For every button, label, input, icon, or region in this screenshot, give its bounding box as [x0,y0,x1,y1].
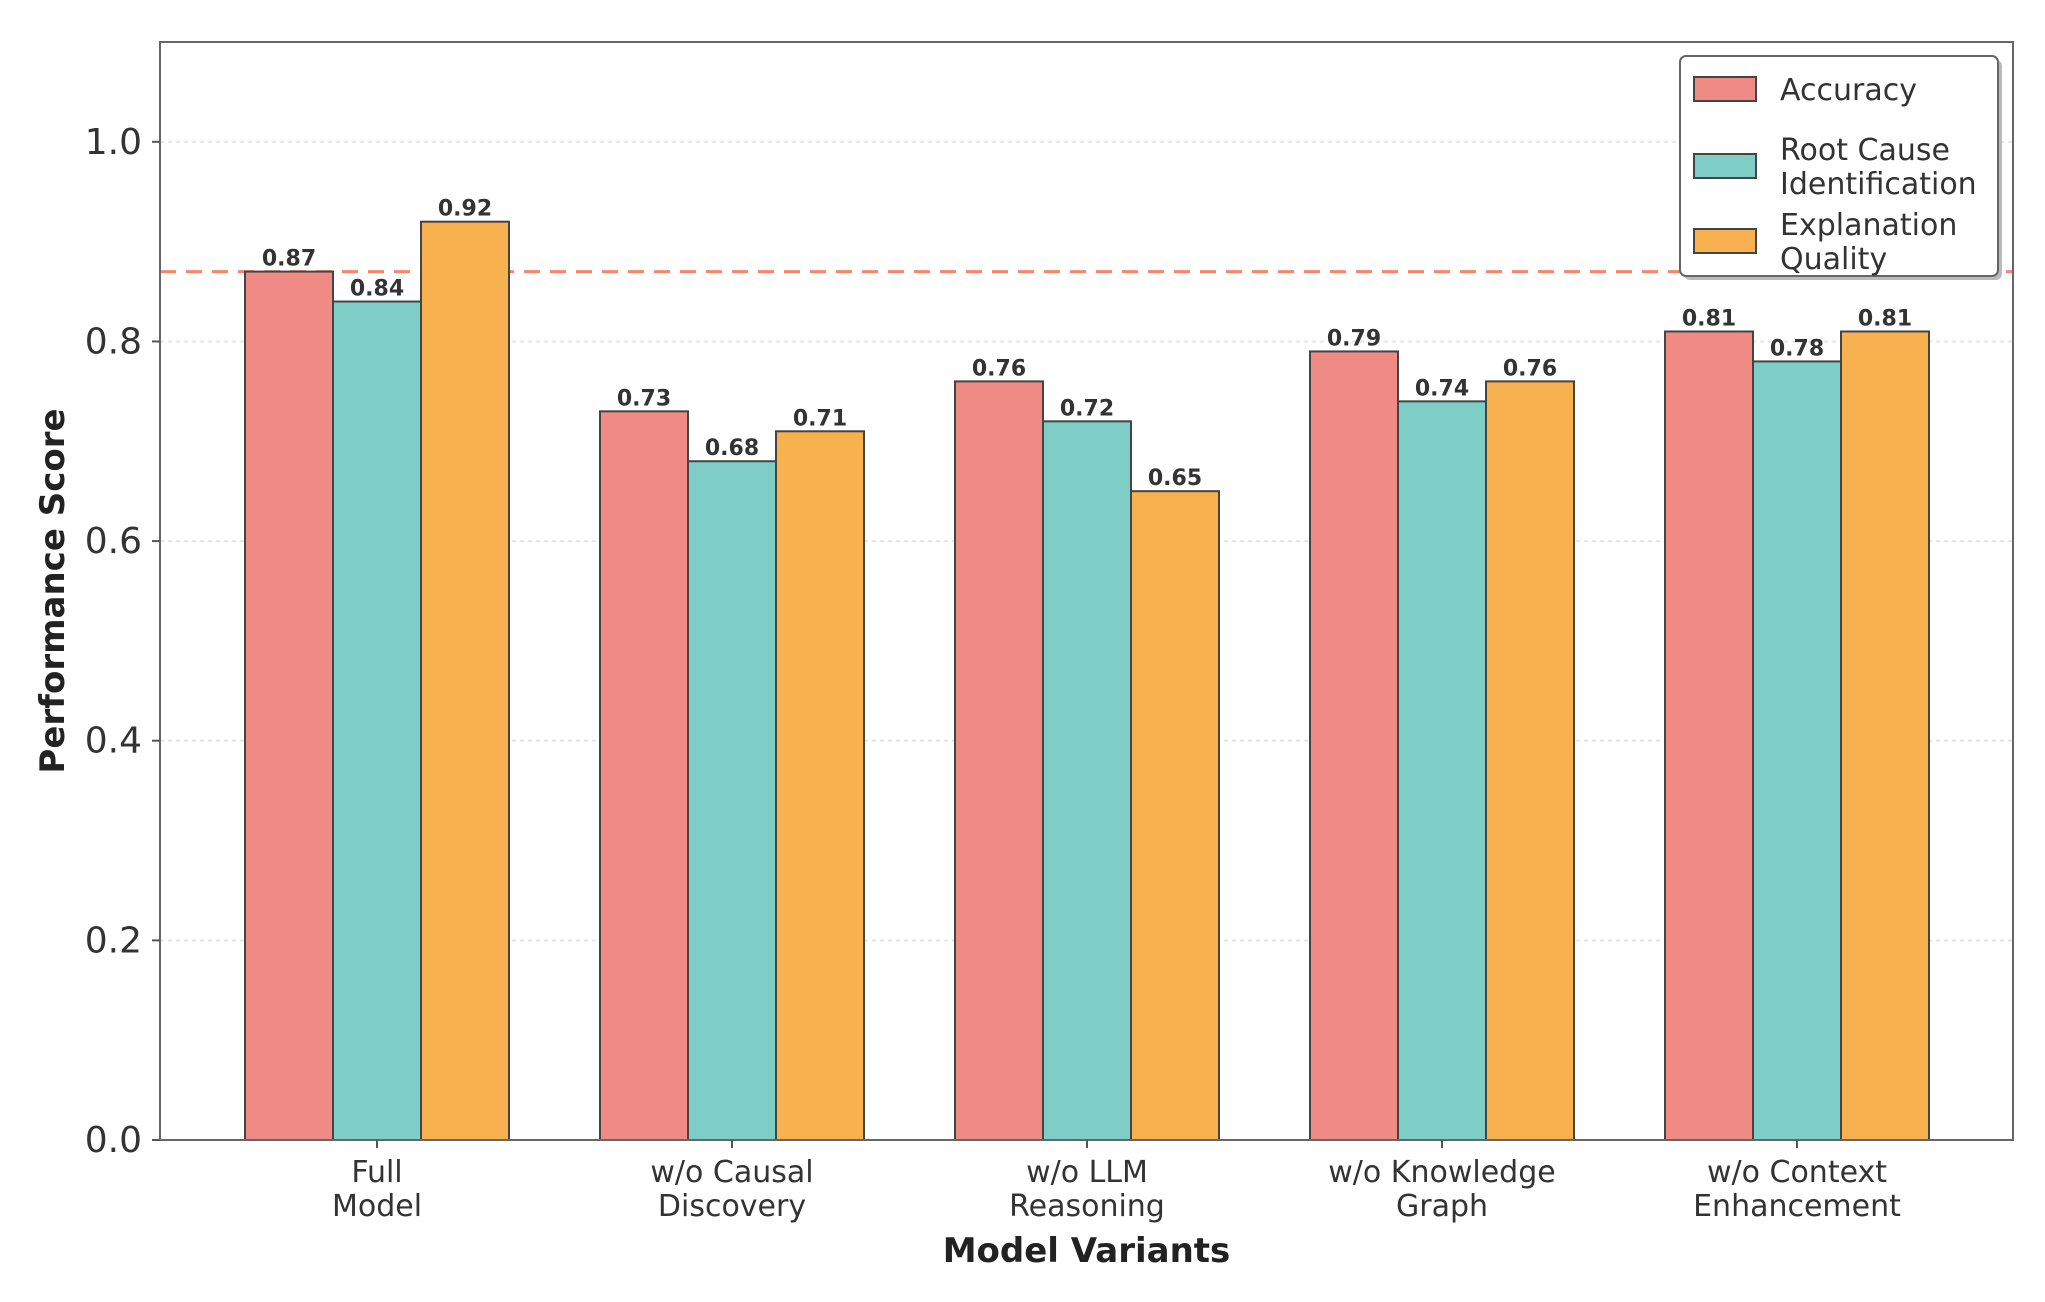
x-tick-label: w/o Context [1707,1155,1887,1190]
bar-value-label: 0.68 [705,436,759,461]
y-tick-label: 0.0 [85,1120,142,1161]
bar [1042,420,1132,1141]
x-tick-label: Enhancement [1693,1189,1901,1224]
x-tick-label: Discovery [658,1189,806,1224]
y-tick-label: 0.4 [85,721,142,762]
legend-entry-label: Explanation [1780,208,1957,243]
bar [687,460,777,1141]
bar [244,270,334,1141]
bar-value-label: 0.74 [1415,376,1469,401]
bar-value-label: 0.72 [1060,396,1114,421]
bar-value-label: 0.87 [262,247,316,272]
x-tick-label: Reasoning [1009,1189,1165,1224]
legend-swatch [1693,76,1757,102]
y-axis-title: Performance Score [33,408,73,773]
legend-swatch [1693,228,1757,254]
bars [244,220,1930,1142]
bar [1309,350,1399,1142]
legend-entry-label: Root Cause [1780,133,1950,168]
bar-value-label: 0.73 [617,386,671,411]
x-tick-label: w/o Causal [650,1155,813,1190]
legend-entry-label: Accuracy [1780,73,1917,108]
bar [599,410,689,1141]
legend-swatch [1693,153,1757,179]
legend-box [1679,55,1999,277]
bar [1397,400,1487,1141]
bar [1130,490,1220,1141]
bar [1840,330,1930,1141]
bar-value-label: 0.81 [1682,306,1736,331]
x-tick-label: w/o Knowledge [1328,1155,1555,1190]
bar [1664,330,1754,1141]
bar [1485,380,1575,1141]
y-tick-label: 0.8 [85,321,142,362]
bar [420,220,510,1141]
y-tick-label: 0.2 [85,920,142,961]
y-tick-label: 1.0 [85,122,142,163]
bar-value-label: 0.76 [972,356,1026,381]
x-tick-label: w/o LLM [1026,1155,1148,1190]
y-tick-label: 0.6 [85,521,142,562]
bar [775,430,865,1142]
bar-value-label: 0.76 [1503,356,1557,381]
x-tick-label: Graph [1396,1189,1488,1224]
value-labels: 0.87 0.84 0.92 0.73 0.68 0.71 0.76 0.72 0.65 0.79… [262,197,1912,492]
bar [332,300,422,1141]
x-axis-title: Model Variants [943,1231,1231,1271]
legend-entry-label: Identification [1780,167,1977,202]
bar [954,380,1044,1141]
bar [1752,360,1842,1142]
bar-value-label: 0.78 [1770,336,1824,361]
bar-value-label: 0.65 [1148,466,1202,491]
y-axis-ticks: 0.0 0.2 0.4 0.6 0.8 1.0 [85,122,160,1161]
bar-value-label: 0.81 [1858,306,1912,331]
x-tick-label: Model [332,1189,422,1224]
bar-value-label: 0.79 [1327,326,1381,351]
bar-value-label: 0.84 [350,277,404,302]
x-tick-label: Full [351,1155,402,1190]
bar-value-label: 0.92 [438,197,492,222]
legend-entry-label: Quality [1780,242,1887,277]
bar-value-label: 0.71 [793,406,847,431]
